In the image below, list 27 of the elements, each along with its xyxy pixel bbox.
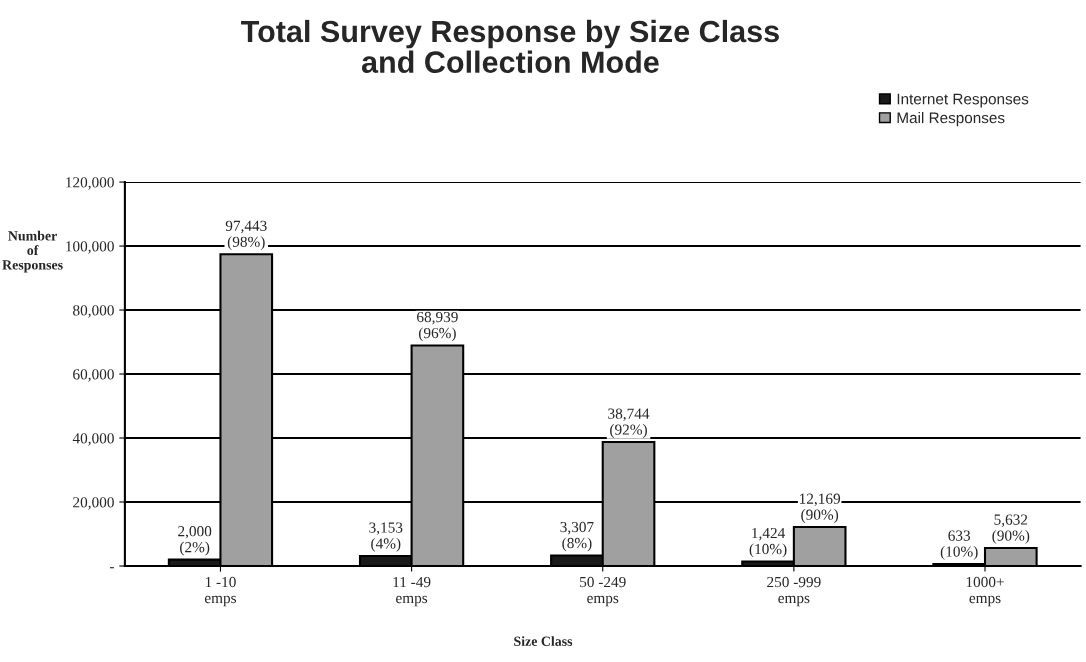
y-tick-label: 120,000 (66, 177, 114, 190)
data-label: 1,424 (10%) (749, 527, 787, 558)
y-tick-label: 60,000 (73, 369, 114, 382)
y-tick-label: 40,000 (72, 433, 114, 446)
x-tick-label: 1000+ emps (966, 576, 1004, 607)
x-tick-label: 1 -10 emps (204, 576, 237, 607)
x-axis-title: Size Class (514, 636, 573, 646)
x-tick-label: 50 -249 emps (580, 576, 626, 607)
data-label: 3,153 (4%) (369, 522, 403, 552)
data-label: 97,443 (98%) (225, 220, 267, 251)
y-tick-label: 20,000 (73, 497, 114, 510)
legend-label: Mail Responses (897, 112, 1005, 127)
x-tick-label: 11 -49 emps (393, 576, 431, 607)
legend-label: Internet Responses (897, 93, 1029, 108)
data-label: 38,744 (92%) (608, 408, 650, 438)
data-label: 633 (10%) (940, 530, 978, 560)
y-tick-label: - (109, 567, 114, 569)
data-label: 12,169 (90%) (800, 493, 841, 523)
x-tick-label: 250 -999 emps (767, 576, 821, 607)
chart-title: Total Survey Response by Size Class and Collection Mode (241, 19, 779, 73)
y-axis-title: Number of Responses (2, 230, 63, 273)
y-tick-label: 80,000 (73, 305, 114, 318)
data-label: 3,307 (8%) (560, 521, 594, 552)
y-tick-label: 100,000 (66, 241, 114, 254)
data-label: 68,939 (96%) (417, 311, 458, 342)
data-label: 5,632 (90%) (992, 514, 1030, 544)
data-label: 2,000 (2%) (178, 526, 212, 556)
